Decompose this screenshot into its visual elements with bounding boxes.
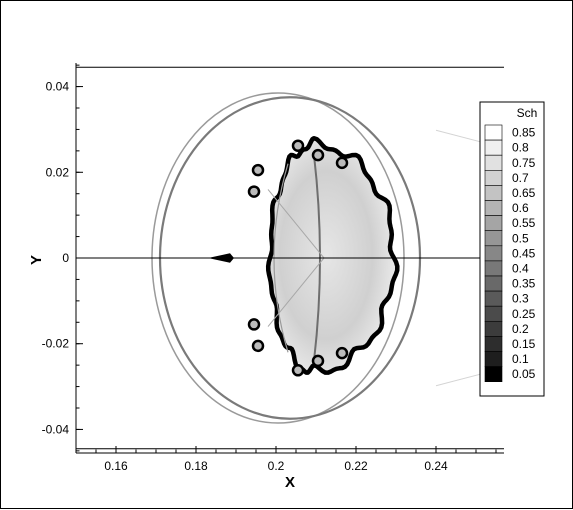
legend-swatch — [484, 366, 503, 383]
bubble-interface — [265, 135, 400, 375]
legend-swatch — [484, 200, 503, 216]
legend-swatch — [484, 351, 503, 367]
legend-label: 0.1 — [512, 352, 529, 366]
legend-swatch — [484, 139, 503, 156]
legend-swatch — [484, 185, 503, 201]
legend-label: 0.45 — [512, 246, 536, 260]
vortex — [311, 148, 325, 162]
x-axis-ticks: 0.16 0.18 0.2 0.22 0.24 — [95, 446, 497, 473]
legend-swatch — [484, 320, 503, 337]
x-axis-title: X — [285, 474, 295, 491]
y-tick-label: 0.04 — [46, 80, 70, 94]
legend-label: 0.8 — [512, 141, 529, 155]
vortex — [335, 346, 349, 360]
vortex — [291, 139, 305, 152]
vortex — [251, 339, 265, 353]
legend-swatch — [484, 154, 503, 171]
x-tick-label: 0.22 — [344, 459, 368, 473]
legend-swatch — [484, 275, 503, 292]
legend: Sch 0.850.80.750.70.650.60.550.50.450.4 0… — [479, 101, 545, 397]
legend-swatch — [484, 215, 503, 232]
vortex — [335, 156, 349, 170]
legend-label: 0.2 — [512, 322, 529, 336]
vortex — [251, 163, 265, 177]
y-axis-ticks: 0.04 0.02 0 -0.02 -0.04 — [42, 64, 83, 452]
legend-swatch — [484, 260, 503, 277]
legend-label: 0.5 — [512, 231, 529, 245]
legend-label: 0.7 — [512, 171, 529, 185]
legend-swatch — [484, 290, 503, 307]
y-tick-label: -0.02 — [42, 337, 70, 351]
vortex — [247, 318, 261, 331]
x-tick-label: 0.16 — [104, 459, 128, 473]
legend-swatch — [484, 230, 503, 247]
plot-area — [75, 63, 504, 454]
x-tick-label: 0.24 — [424, 459, 448, 473]
schlieren-field — [151, 92, 503, 424]
legend-label: 0.15 — [512, 337, 536, 351]
legend-label: 0.85 — [512, 126, 536, 140]
legend-label: 0.25 — [512, 307, 536, 321]
legend-label: 0.05 — [512, 367, 536, 381]
legend-swatch — [484, 124, 503, 141]
vortex — [311, 354, 325, 368]
x-tick-label: 0.18 — [184, 459, 208, 473]
legend-label: 0.4 — [512, 261, 529, 275]
vortex — [247, 185, 261, 198]
legend-swatch — [484, 245, 503, 262]
legend-label: 0.55 — [512, 216, 536, 230]
reference-lines — [76, 66, 504, 450]
y-tick-label: -0.04 — [42, 422, 70, 436]
legend-label: 0.35 — [512, 277, 536, 291]
y-tick-label: 0.02 — [46, 165, 70, 179]
legend-label: 0.3 — [512, 292, 529, 306]
legend-label: 0.6 — [512, 201, 529, 215]
y-tick-label: 0 — [62, 251, 69, 265]
x-tick-label: 0.2 — [268, 459, 285, 473]
y-axis-title: Y — [28, 255, 45, 265]
legend-swatch — [484, 170, 503, 186]
legend-swatch — [484, 336, 503, 352]
legend-swatch — [484, 305, 503, 322]
legend-title: Sch — [517, 106, 538, 120]
legend-label: 0.75 — [512, 156, 536, 170]
vortex — [291, 364, 305, 377]
legend-label: 0.65 — [512, 186, 536, 200]
